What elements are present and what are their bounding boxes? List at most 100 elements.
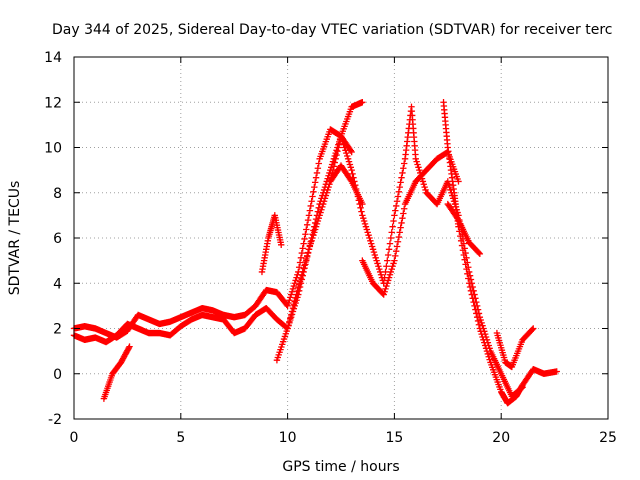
- data-point: [336, 140, 343, 147]
- data-point: [287, 311, 295, 319]
- data-point: [380, 291, 387, 298]
- data-point: [328, 174, 335, 181]
- data-point: [483, 347, 491, 355]
- data-point: [313, 169, 321, 177]
- y-tick-label: 10: [44, 141, 62, 157]
- data-point: [298, 271, 306, 279]
- data-point: [474, 317, 482, 325]
- axis-ticks: 0 5 10 15 20 25 -2 0 2 4 6 8 10 12 14: [44, 50, 617, 446]
- data-point: [335, 144, 342, 151]
- y-tick-label: 4: [53, 276, 62, 292]
- data-point: [289, 285, 297, 293]
- series-g: [359, 148, 462, 298]
- data-point: [310, 231, 317, 239]
- data-point: [395, 188, 403, 196]
- y-axis-title: SDTVAR / TECUs: [7, 181, 23, 296]
- y-tick-label: 2: [53, 322, 62, 338]
- data-point: [348, 166, 355, 174]
- data-point: [316, 212, 323, 219]
- data-point: [467, 287, 475, 294]
- data-point: [454, 215, 461, 222]
- data-point: [388, 265, 395, 273]
- data-point: [315, 215, 322, 222]
- data-point: [394, 193, 402, 200]
- data-point: [363, 226, 371, 233]
- data-point: [286, 297, 293, 304]
- data-point: [299, 268, 306, 275]
- grid-lines: [74, 57, 608, 419]
- data-point: [297, 254, 305, 261]
- chart-title: Day 344 of 2025, Sidereal Day-to-day VTE…: [52, 22, 612, 38]
- data-point: [345, 158, 353, 165]
- data-point: [412, 155, 419, 163]
- data-point: [294, 287, 301, 295]
- data-point: [364, 229, 371, 236]
- y-tick-label: -2: [48, 412, 62, 428]
- data-point: [301, 262, 308, 269]
- data-point: [295, 281, 303, 288]
- data-point: [413, 158, 420, 165]
- data-point: [472, 306, 479, 313]
- data-point: [477, 328, 484, 335]
- data-points: [70, 99, 560, 407]
- data-point: [300, 240, 307, 247]
- data-point: [337, 132, 345, 140]
- data-point: [321, 195, 329, 202]
- data-point: [447, 186, 454, 194]
- data-point: [486, 356, 493, 363]
- data-point: [481, 339, 488, 346]
- data-point: [476, 325, 484, 332]
- data-point: [328, 170, 336, 178]
- data-point: [288, 308, 296, 315]
- data-point: [375, 263, 382, 270]
- data-point: [396, 183, 403, 191]
- data-point: [330, 163, 338, 170]
- data-point: [324, 186, 331, 194]
- data-point: [277, 241, 285, 248]
- data-point: [399, 169, 406, 177]
- data-point: [309, 193, 316, 200]
- data-point: [359, 212, 366, 219]
- data-point: [333, 151, 340, 159]
- data-point: [384, 251, 392, 259]
- data-point: [334, 148, 341, 155]
- data-point: [462, 261, 469, 268]
- data-point: [389, 223, 396, 230]
- data-point: [289, 304, 297, 312]
- data-point: [391, 257, 398, 264]
- y-tick-label: 0: [53, 367, 62, 383]
- data-point: [309, 234, 316, 242]
- data-point: [368, 243, 376, 250]
- y-tick-label: 12: [44, 95, 62, 111]
- data-point: [529, 326, 536, 333]
- data-point: [459, 247, 467, 254]
- series-k: [493, 325, 537, 371]
- series-j: [444, 200, 484, 258]
- data-point: [457, 232, 464, 240]
- data-point: [284, 325, 291, 332]
- data-point: [484, 350, 492, 358]
- data-point: [475, 321, 483, 328]
- data-point: [300, 265, 307, 272]
- data-point: [365, 231, 372, 239]
- data-point: [304, 249, 312, 256]
- data-point: [392, 202, 400, 210]
- data-point: [296, 278, 304, 285]
- data-point: [470, 298, 477, 306]
- data-point: [465, 275, 472, 282]
- data-point: [466, 283, 474, 291]
- data-point: [393, 243, 401, 250]
- data-point: [383, 263, 390, 270]
- data-point: [478, 330, 485, 338]
- data-point: [446, 183, 453, 191]
- data-point: [458, 242, 466, 249]
- data-point: [479, 333, 486, 341]
- data-point: [288, 288, 296, 295]
- data-point: [384, 257, 391, 264]
- data-point: [417, 169, 424, 177]
- data-point: [291, 280, 298, 287]
- data-point: [312, 223, 320, 230]
- data-point: [381, 274, 388, 281]
- data-point: [368, 240, 375, 247]
- data-point: [303, 252, 311, 259]
